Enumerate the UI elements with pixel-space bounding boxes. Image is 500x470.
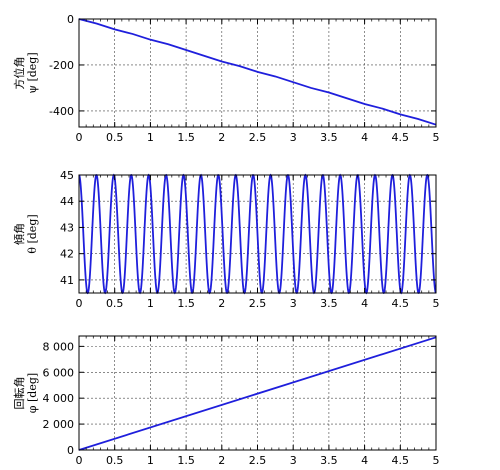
y-tick-label: 43 bbox=[60, 221, 74, 234]
x-tick-label: 4.5 bbox=[392, 131, 410, 144]
x-tick-label: 1.5 bbox=[177, 297, 195, 310]
y-tick-label: 4 000 bbox=[43, 392, 75, 405]
x-tick-label: 0.5 bbox=[106, 131, 124, 144]
y-tick-label: -400 bbox=[49, 105, 74, 118]
x-tick-label: 0 bbox=[76, 454, 83, 467]
y-axis-label: 方位角ψ [deg] bbox=[12, 52, 39, 93]
x-tick-label: 2 bbox=[218, 454, 225, 467]
x-tick-label: 4.5 bbox=[392, 297, 410, 310]
x-tick-label: 4.5 bbox=[392, 454, 410, 467]
x-tick-label: 0.5 bbox=[106, 454, 124, 467]
x-tick-label: 2.5 bbox=[249, 131, 267, 144]
x-tick-label: 2 bbox=[218, 131, 225, 144]
x-tick-label: 3.5 bbox=[320, 454, 338, 467]
x-tick-label: 2.5 bbox=[249, 297, 267, 310]
y-tick-label: 45 bbox=[60, 169, 74, 182]
series-line bbox=[78, 173, 437, 295]
y-tick-label: 6 000 bbox=[43, 366, 75, 379]
x-tick-label: 3.5 bbox=[320, 297, 338, 310]
x-tick-label: 3.5 bbox=[320, 131, 338, 144]
x-tick-label: 3 bbox=[290, 454, 297, 467]
x-tick-label: 1 bbox=[147, 297, 154, 310]
x-tick-label: 2.5 bbox=[249, 454, 267, 467]
y-axis-label-line: φ [deg] bbox=[26, 373, 39, 413]
x-tick-label: 2 bbox=[218, 297, 225, 310]
y-axis-label: 回転角φ [deg] bbox=[13, 373, 39, 413]
x-tick-label: 1.5 bbox=[177, 131, 195, 144]
y-tick-label: 42 bbox=[60, 248, 74, 261]
y-axis-label-line: 回転角 bbox=[13, 377, 26, 410]
azimuth-chart: 0 0.5 1 1.5 2 2.5 3 3.5 4 4.5 5 0 -200 -400 方位角ψ [deg] bbox=[12, 13, 440, 144]
series-line bbox=[78, 18, 437, 126]
y-tick-label: 41 bbox=[60, 274, 74, 287]
x-tick-label: 1.5 bbox=[177, 454, 195, 467]
y-tick-label: 2 000 bbox=[43, 418, 75, 431]
series-line bbox=[78, 336, 437, 451]
x-tick-label: 0 bbox=[76, 131, 83, 144]
y-tick-label: 0 bbox=[67, 444, 74, 457]
y-axis-label: 傾角θ [deg] bbox=[12, 214, 39, 253]
y-axis-label-line: θ [deg] bbox=[26, 214, 39, 253]
y-axis-label-line: 方位角 bbox=[12, 57, 26, 90]
y-axis-label-line: ψ [deg] bbox=[26, 52, 39, 93]
x-tick-label: 4 bbox=[361, 297, 368, 310]
y-axis-label-line: 傾角 bbox=[12, 223, 26, 245]
x-tick-label: 4 bbox=[361, 454, 368, 467]
x-tick-label: 3 bbox=[290, 297, 297, 310]
rotation-chart: 0 0.5 1 1.5 2 2.5 3 3.5 4 4.5 5 0 2 000 4 000 6 000 8 0… bbox=[13, 335, 440, 467]
y-tick-label: -200 bbox=[49, 59, 74, 72]
y-tick-label: 0 bbox=[67, 13, 74, 26]
x-tick-label: 5 bbox=[433, 297, 440, 310]
x-tick-label: 3 bbox=[290, 131, 297, 144]
x-tick-label: 0 bbox=[76, 297, 83, 310]
tilt-chart: 0 0.5 1 1.5 2 2.5 3 3.5 4 4.5 5 41 42 43 44 45 傾角θ [deg] bbox=[12, 169, 440, 310]
x-tick-label: 1 bbox=[147, 131, 154, 144]
y-tick-label: 44 bbox=[60, 195, 74, 208]
x-tick-label: 1 bbox=[147, 454, 154, 467]
x-tick-label: 5 bbox=[433, 131, 440, 144]
x-tick-label: 4 bbox=[361, 131, 368, 144]
x-tick-label: 0.5 bbox=[106, 297, 124, 310]
x-tick-label: 5 bbox=[433, 454, 440, 467]
y-tick-label: 8 000 bbox=[43, 340, 75, 353]
